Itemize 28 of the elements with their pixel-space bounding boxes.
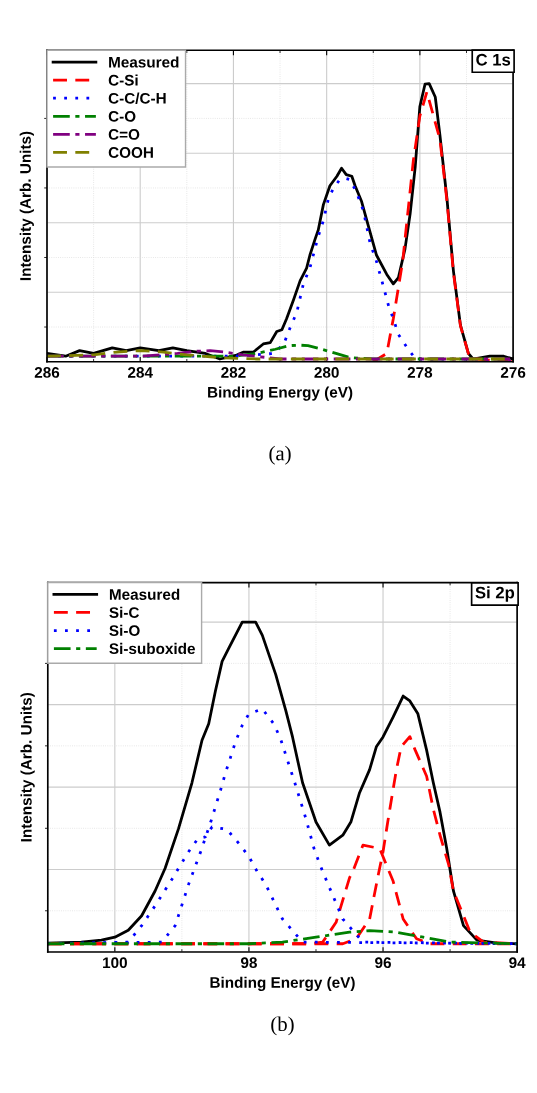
text: C 1s (476, 53, 511, 66)
x-tick-label: 282 (221, 367, 246, 378)
x-tick-label: 286 (34, 367, 60, 378)
legend-label: Si-O (109, 624, 140, 637)
x-tick-label: 98 (240, 957, 257, 969)
legend-label: C-C/C-H (108, 92, 166, 104)
legend-label: C=O (108, 129, 140, 140)
x-tick-label: 100 (103, 957, 127, 969)
text: (b) (271, 1016, 294, 1036)
x-axis-title: Binding Energy (eV) (210, 976, 355, 991)
x-tick-label: 276 (500, 367, 526, 378)
legend-label: COOH (108, 147, 153, 158)
legend-label: C-O (108, 110, 136, 122)
y-axis-title: Intensity (Arb. Units) (19, 131, 34, 281)
legend-label: Measured (109, 588, 180, 600)
legend-label: Measured (109, 56, 179, 68)
x-tick-label: 94 (509, 957, 526, 969)
text: Si 2p (475, 586, 515, 602)
x-tick-label: 284 (128, 367, 153, 378)
y-axis-title: Intensity (Arb. Units) (20, 692, 35, 842)
legend-label: Si-C (109, 606, 140, 618)
legend-label: Si-suboxide (109, 642, 195, 655)
x-axis-title: Binding Energy (eV) (208, 386, 353, 401)
x-tick-label: 96 (375, 957, 391, 969)
x-tick-label: 278 (407, 367, 433, 378)
legend-label: C-Si (108, 74, 138, 86)
text: (a) (269, 445, 291, 465)
x-tick-label: 280 (314, 367, 339, 378)
